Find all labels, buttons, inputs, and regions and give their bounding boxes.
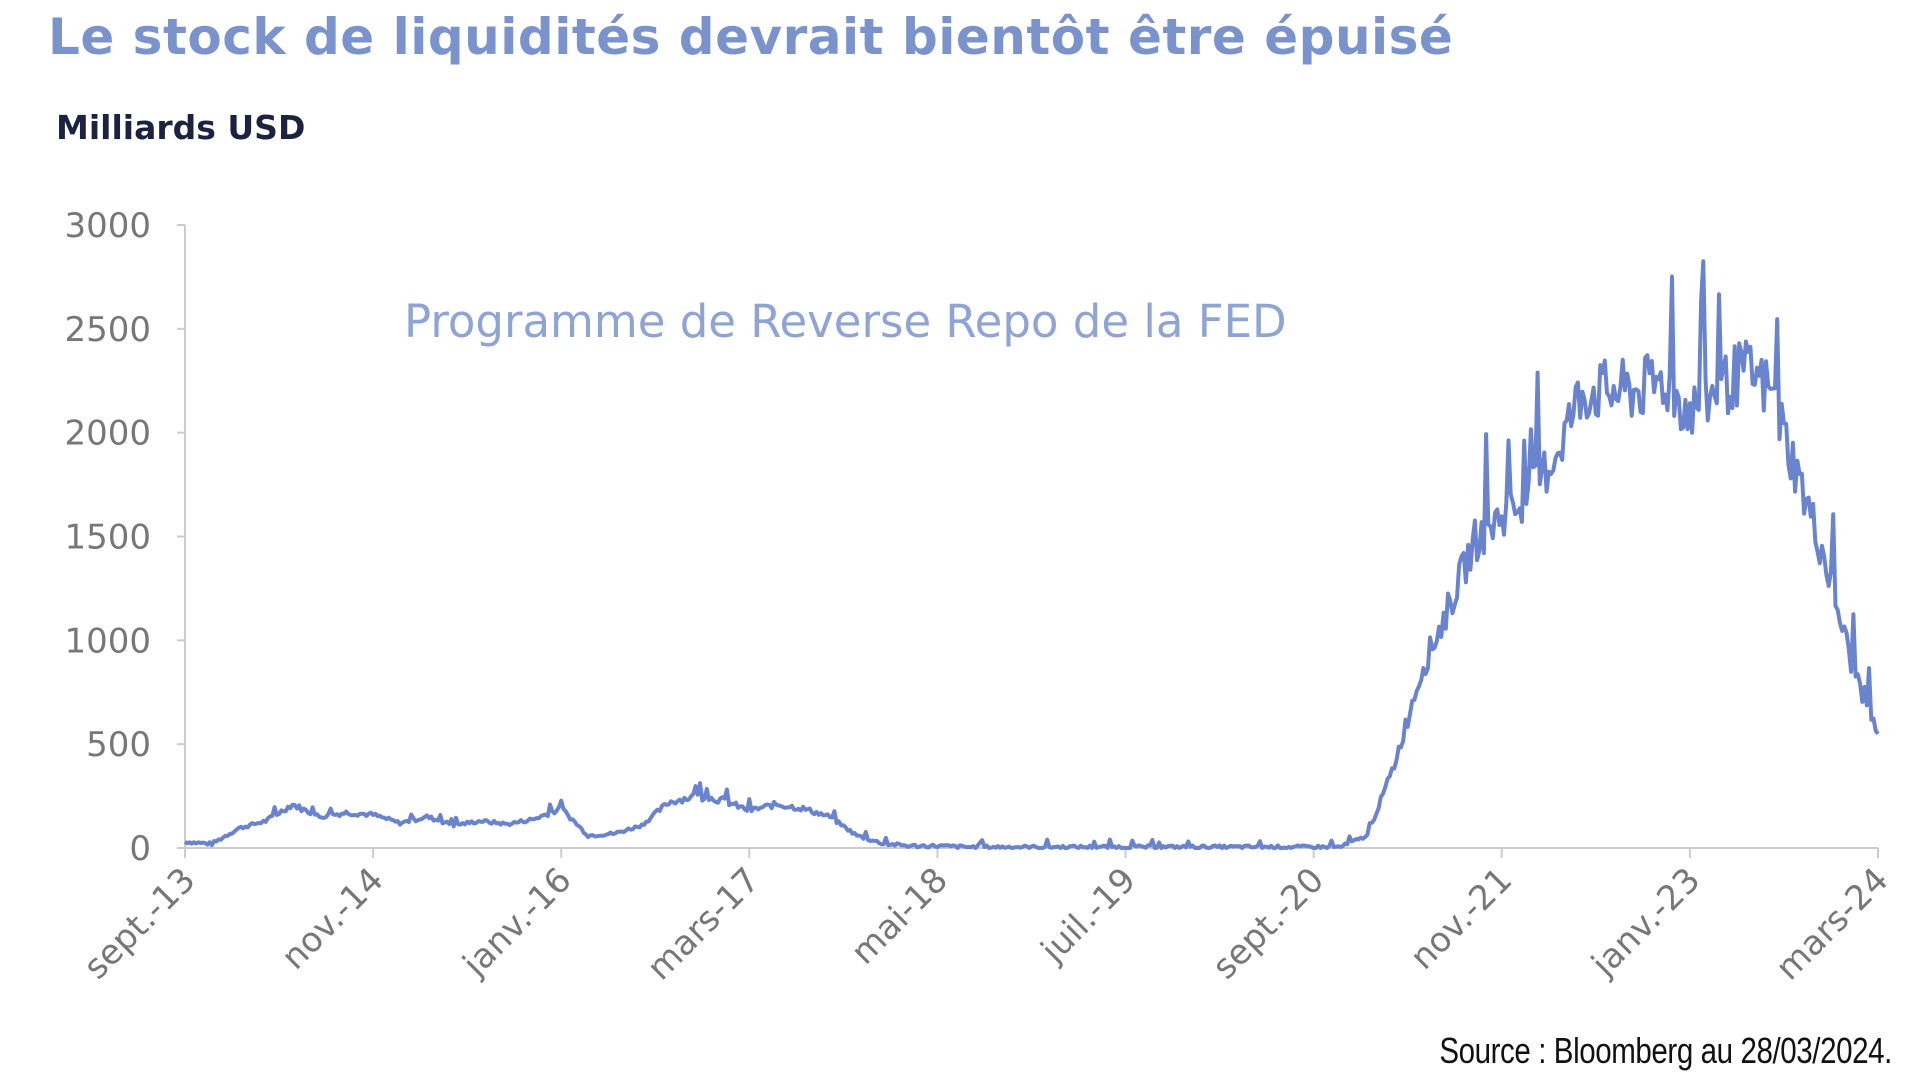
y-tick-label: 2000 bbox=[64, 414, 151, 454]
y-ticks: 0 500 1000 1500 2000 2500 3000 bbox=[64, 206, 185, 869]
x-tick-label: nov.-14 bbox=[274, 860, 392, 978]
x-tick-label: janv.-16 bbox=[455, 860, 580, 985]
y-tick-label: 500 bbox=[86, 725, 151, 765]
source-note: Source : Bloomberg au 28/03/2024. bbox=[1439, 1030, 1892, 1071]
series-annotation: Programme de Reverse Repo de la FED bbox=[404, 295, 1287, 348]
x-ticks: sept.-13 nov.-14 janv.-16 mars-17 mai-18 juil… bbox=[76, 848, 1896, 988]
chart-title: Le stock de liquidités devrait bientôt ê… bbox=[48, 8, 1454, 66]
x-tick-label: nov.-21 bbox=[1403, 860, 1521, 978]
x-tick-label: sept.-13 bbox=[76, 860, 203, 987]
x-tick-label: mai-18 bbox=[843, 860, 955, 972]
y-tick-label: 3000 bbox=[64, 206, 151, 246]
x-tick-label: sept.-20 bbox=[1205, 860, 1332, 987]
y-tick-label: 0 bbox=[129, 829, 151, 869]
x-tick-label: janv.-23 bbox=[1583, 860, 1708, 985]
y-axis-unit-label: Milliards USD bbox=[56, 108, 306, 147]
x-tick-label: mars-24 bbox=[1768, 860, 1896, 988]
x-tick-label: juil.-19 bbox=[1033, 860, 1144, 971]
y-tick-label: 1000 bbox=[64, 621, 151, 661]
y-tick-label: 1500 bbox=[64, 518, 151, 558]
series-line-reverse-repo bbox=[183, 259, 1880, 850]
x-tick-label: mars-17 bbox=[640, 860, 768, 988]
y-tick-label: 2500 bbox=[64, 310, 151, 350]
